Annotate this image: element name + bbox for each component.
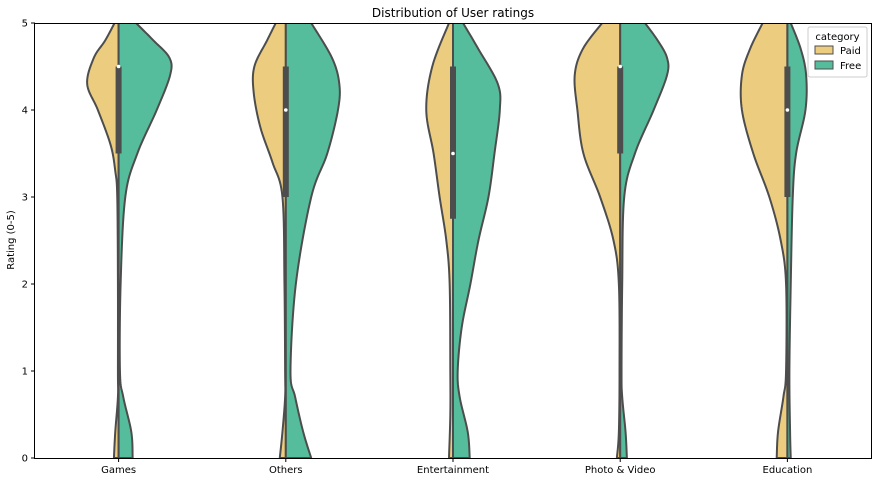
median-dot-entertainment — [451, 151, 455, 156]
violin-paid-education — [739, 23, 789, 458]
y-tick-label-5: 5 — [22, 19, 28, 30]
violin-paid-others — [251, 23, 287, 458]
violin-free-photo-video — [619, 23, 670, 458]
x-tick-label-games: Games — [101, 465, 136, 476]
x-tick-label-photo-video: Photo & Video — [585, 465, 656, 476]
median-dot-education — [785, 108, 790, 112]
x-axis: Games Others Entertainment Photo & Video Edu… — [101, 458, 812, 476]
violin-free-others — [284, 23, 341, 458]
x-tick-label-education: Education — [763, 465, 813, 476]
violin-paid-games — [86, 23, 120, 458]
violin-free-entertainment — [452, 23, 502, 458]
y-tick-label-2: 2 — [22, 280, 28, 291]
iqr-box-others — [282, 66, 289, 197]
x-tick-label-entertainment: Entertainment — [417, 465, 489, 476]
x-tick-label-others: Others — [269, 465, 303, 476]
legend: category Paid Free — [807, 26, 868, 78]
iqr-box-games — [115, 66, 122, 154]
iqr-box-photo-video — [617, 66, 624, 154]
plot-area — [86, 23, 808, 458]
legend-swatch-free — [814, 60, 834, 70]
y-tick-label-0: 0 — [22, 454, 28, 465]
y-axis-label: Rating (0-5) — [6, 210, 17, 270]
violin-paid-entertainment — [425, 23, 454, 458]
legend-label-paid: Paid — [840, 46, 861, 57]
violin-paid-photo-video — [573, 23, 622, 458]
violin-free-games — [117, 23, 173, 458]
legend-swatch-paid — [814, 45, 834, 55]
y-tick-label-1: 1 — [22, 367, 28, 378]
violin-free-education — [786, 23, 808, 458]
y-axis: 0 1 2 3 4 5 — [22, 19, 35, 465]
chart-title: Distribution of User ratings — [372, 6, 534, 20]
iqr-box-entertainment — [450, 66, 456, 219]
median-dot-others — [284, 108, 288, 112]
legend-title: category — [815, 32, 859, 43]
y-tick-label-3: 3 — [22, 193, 28, 204]
legend-label-free: Free — [840, 61, 861, 72]
median-dot-games — [116, 64, 121, 69]
y-tick-label-4: 4 — [22, 106, 28, 117]
iqr-box-education — [784, 66, 791, 197]
median-dot-photo-video — [618, 64, 622, 69]
